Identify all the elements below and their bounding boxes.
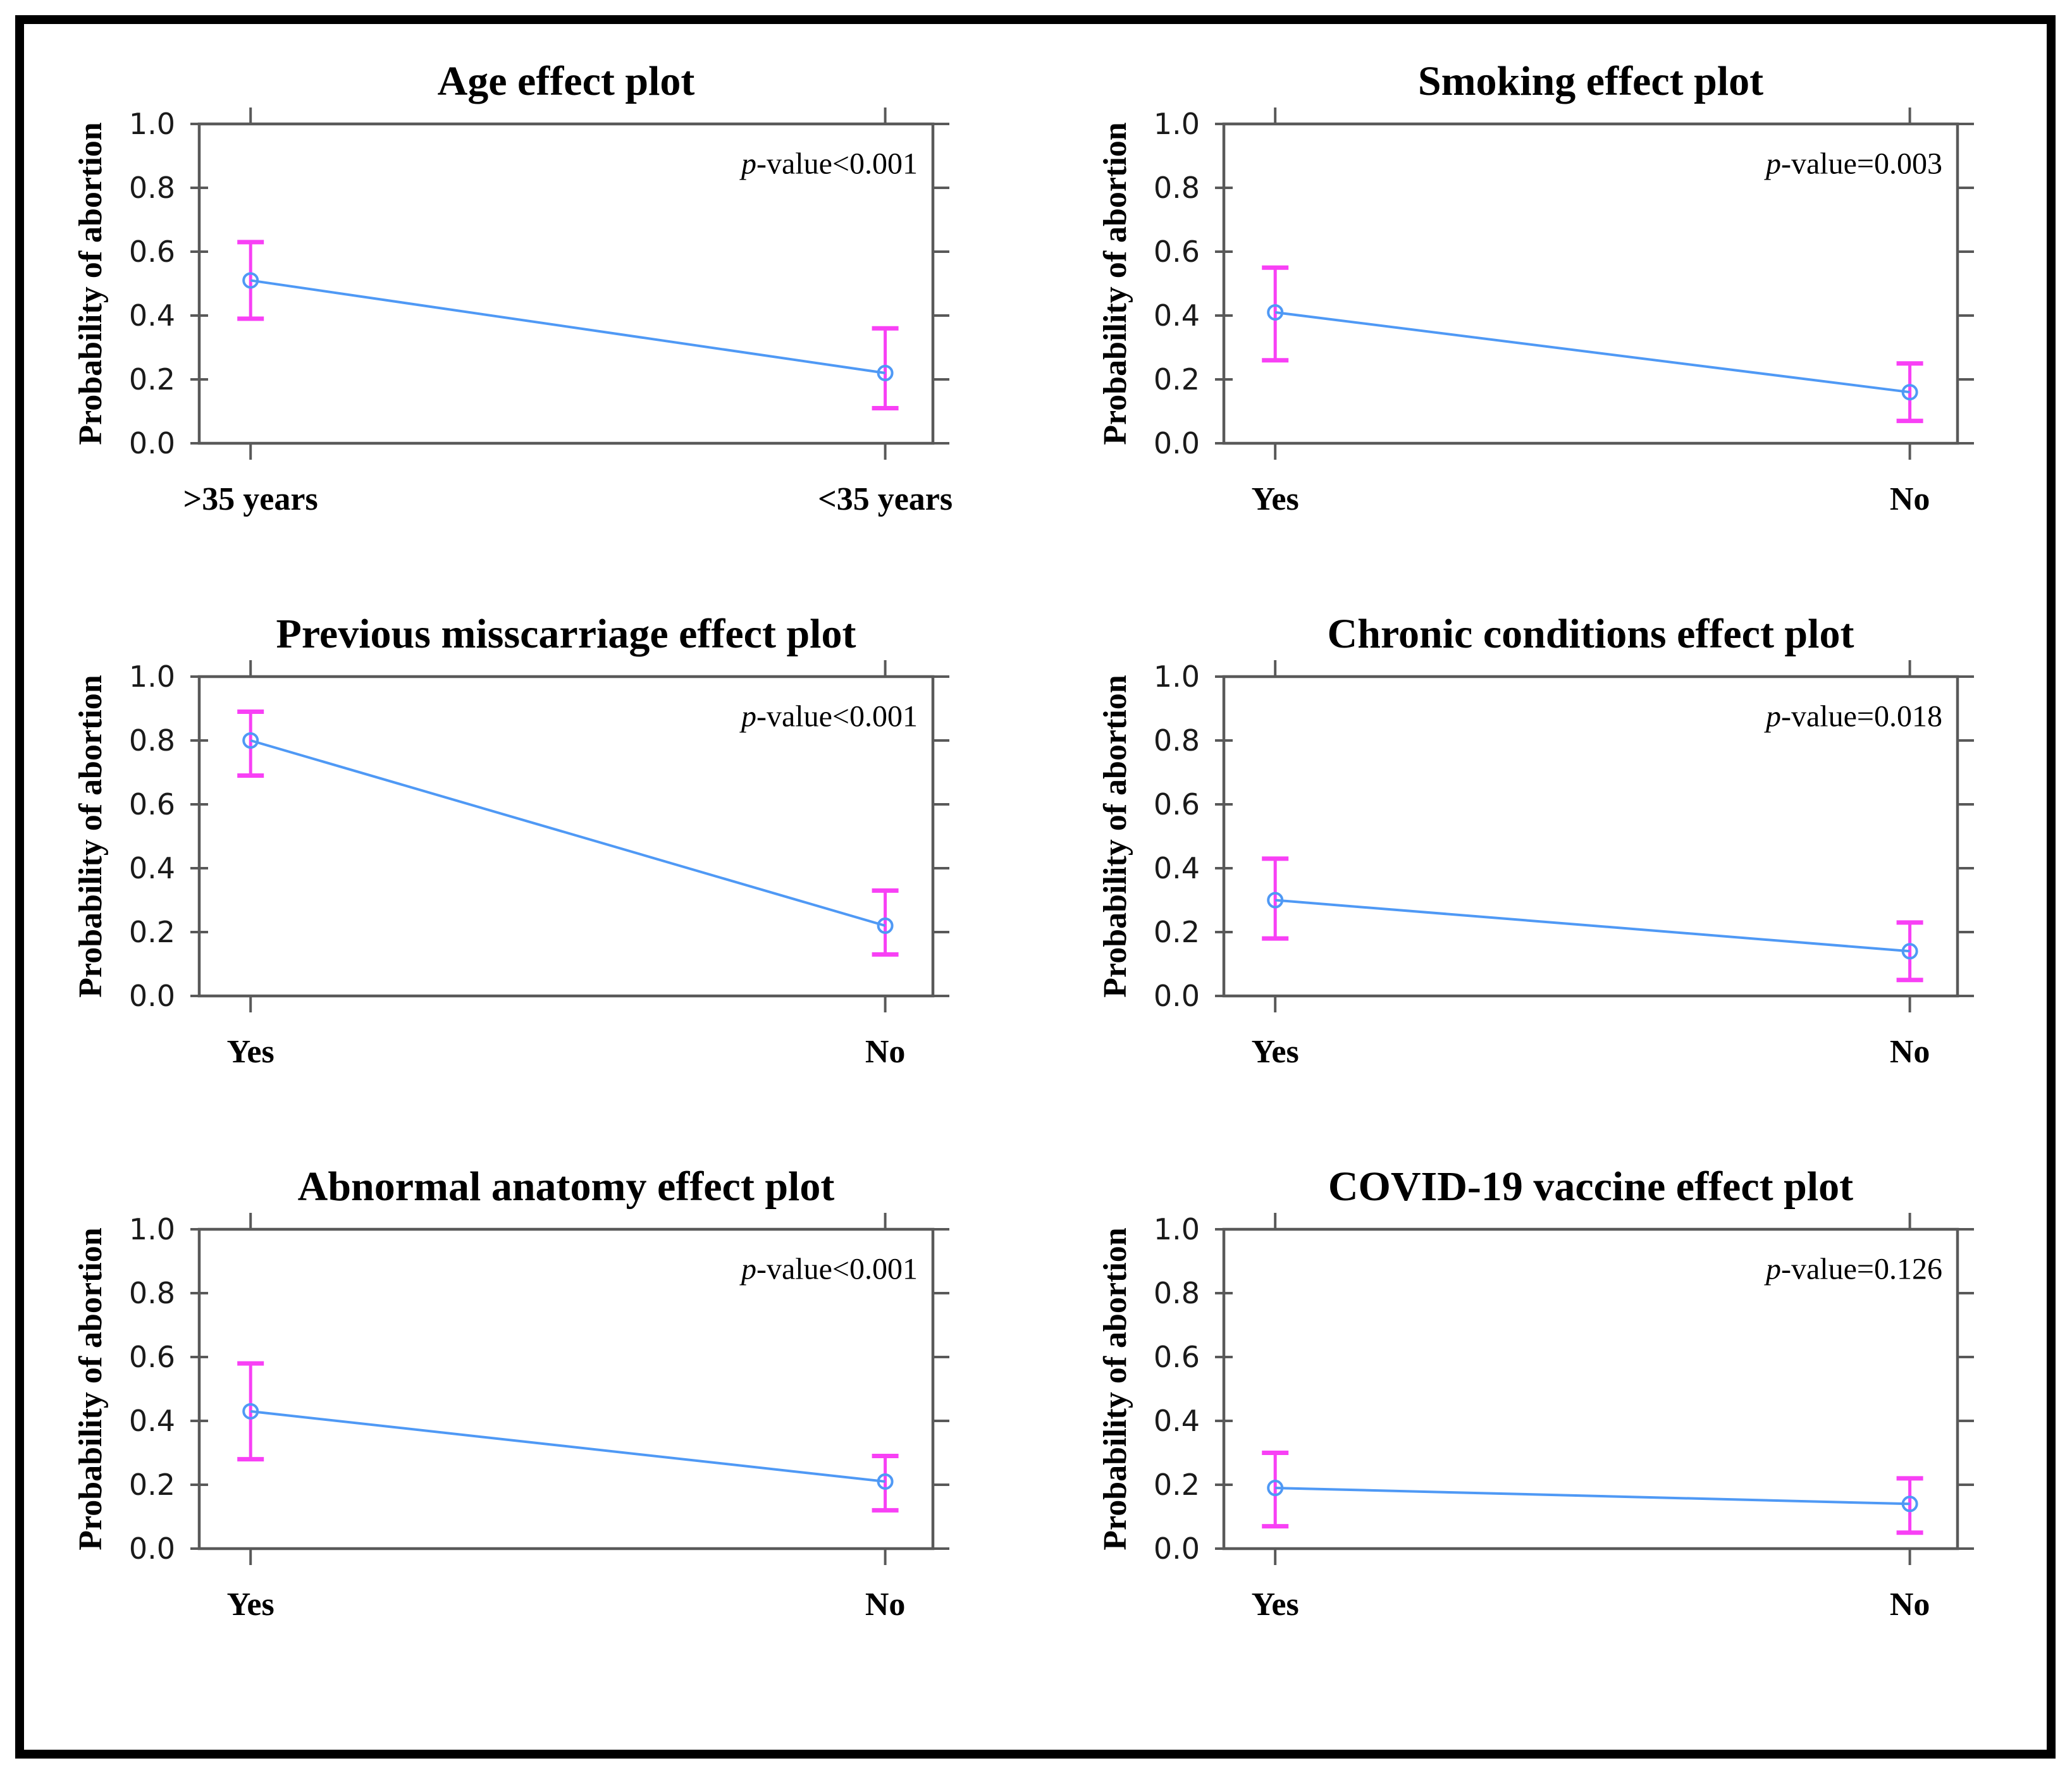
chart-title: Previous misscarriage effect plot [276, 611, 856, 657]
category-label: >35 years [183, 481, 318, 517]
y-tick-label: 0.8 [129, 723, 175, 758]
y-axis-label: Probability of abortion [73, 1227, 109, 1550]
y-tick-label: 0.0 [1154, 426, 1200, 460]
y-tick-label: 1.0 [1154, 1212, 1200, 1246]
y-tick-label: 0.4 [129, 851, 175, 885]
p-value-annotation: p-value=0.126 [1764, 1252, 1942, 1286]
data-point-marker [1901, 943, 1918, 960]
axis-frame [1222, 675, 1959, 998]
y-tick-label: 0.2 [1154, 362, 1200, 396]
y-tick-label: 0.0 [1154, 1532, 1200, 1566]
data-point-marker [1901, 1496, 1918, 1513]
y-tick-label: 0.0 [129, 979, 175, 1013]
data-point-marker [242, 272, 259, 289]
y-tick-label: 0.2 [1154, 1468, 1200, 1502]
y-tick-label: 1.0 [129, 1212, 175, 1246]
y-tick-label: 0.0 [129, 426, 175, 460]
category-label: No [1890, 1587, 1930, 1623]
y-tick-label: 0.2 [129, 362, 175, 396]
data-point-marker [877, 917, 894, 934]
p-value-annotation: p-value<0.001 [739, 1252, 918, 1286]
y-tick-label: 0.0 [1154, 979, 1200, 1013]
y-axis-label: Probability of abortion [1097, 675, 1133, 997]
y-axis-label: Probability of abortion [73, 675, 109, 997]
y-axis-label: Probability of abortion [73, 122, 109, 445]
y-tick-label: 1.0 [1154, 660, 1200, 694]
trend-line [250, 279, 885, 374]
y-tick-label: 0.6 [1154, 787, 1200, 821]
data-point-marker [877, 1473, 894, 1490]
chart-age: 0.0 0.2 0.4 0.6 0.8 1.0 Age effect plot Probabi… [73, 58, 953, 517]
chart-title: Abnormal anatomy effect plot [298, 1164, 835, 1210]
y-tick-label: 0.0 [129, 1532, 175, 1566]
category-label: Yes [227, 1034, 274, 1070]
data-point-marker [877, 364, 894, 381]
chart-title: Smoking effect plot [1418, 58, 1763, 104]
y-tick-label: 0.2 [129, 1468, 175, 1502]
y-tick-label: 1.0 [129, 107, 175, 141]
category-label: No [865, 1034, 906, 1070]
chart-covid-vaccine: 0.0 0.2 0.4 0.6 0.8 1.0 COVID-19 vaccine effec… [1097, 1164, 1974, 1623]
axis-frame [197, 1227, 935, 1551]
y-tick-label: 0.6 [129, 787, 175, 821]
chart-chronic-conditions: 0.0 0.2 0.4 0.6 0.8 1.0 Chronic conditions eff… [1097, 611, 1974, 1070]
data-point-marker [242, 1403, 259, 1420]
category-label: No [1890, 481, 1930, 517]
trend-line [1274, 310, 1910, 394]
y-tick-label: 0.8 [1154, 171, 1200, 205]
y-tick-label: 0.8 [129, 1276, 175, 1310]
y-tick-label: 0.8 [1154, 723, 1200, 758]
y-tick-label: 0.4 [129, 1404, 175, 1438]
data-point-marker [242, 732, 259, 749]
p-value-annotation: p-value=0.018 [1764, 699, 1942, 733]
y-tick-label: 0.6 [129, 1340, 175, 1374]
chart-abnormal-anatomy: 0.0 0.2 0.4 0.6 0.8 1.0 Abnormal anatomy effec… [73, 1164, 949, 1623]
data-point-marker [1267, 892, 1284, 909]
p-value-annotation: p-value<0.001 [739, 699, 918, 733]
y-axis-label: Probability of abortion [1097, 122, 1133, 445]
category-label: Yes [1252, 1034, 1299, 1070]
p-value-annotation: p-value<0.001 [739, 147, 918, 180]
y-tick-label: 0.8 [129, 171, 175, 205]
chart-title: Age effect plot [438, 58, 695, 104]
y-tick-label: 0.4 [1154, 1404, 1200, 1438]
trend-line [1275, 1487, 1910, 1506]
category-label: No [865, 1587, 906, 1623]
y-tick-label: 0.6 [129, 235, 175, 269]
y-tick-label: 0.2 [1154, 915, 1200, 949]
figure-border [15, 15, 2056, 1759]
y-tick-label: 0.4 [1154, 298, 1200, 333]
chart-smoking: 0.0 0.2 0.4 0.6 0.8 1.0 Smoking effect plot Pro… [1097, 58, 1974, 517]
y-axis-label: Probability of abortion [1097, 1227, 1133, 1550]
axis-frame [197, 122, 935, 445]
data-point-marker [1267, 304, 1284, 321]
data-point-marker [1901, 384, 1918, 401]
axis-frame [1222, 122, 1959, 445]
chart-previous-misscarriage: 0.0 0.2 0.4 0.6 0.8 1.0 Previous misscarriage … [73, 611, 949, 1070]
p-value-annotation: p-value=0.003 [1764, 147, 1942, 180]
y-tick-label: 0.6 [1154, 235, 1200, 269]
category-label: Yes [1252, 1587, 1299, 1623]
axis-frame [1222, 1227, 1959, 1551]
category-label: Yes [1252, 481, 1299, 517]
y-tick-label: 1.0 [129, 660, 175, 694]
axis-frame [197, 675, 935, 998]
y-tick-label: 0.4 [1154, 851, 1200, 885]
category-label: <35 years [818, 481, 953, 517]
chart-title: COVID-19 vaccine effect plot [1328, 1164, 1853, 1210]
y-tick-label: 1.0 [1154, 107, 1200, 141]
trend-line [1275, 899, 1910, 953]
trend-line [250, 1410, 885, 1483]
y-tick-label: 0.4 [129, 298, 175, 333]
category-label: No [1890, 1034, 1930, 1070]
charts-grid: 0.0 0.2 0.4 0.6 0.8 1.0 Age effect plot Probabi… [24, 24, 2062, 1687]
y-tick-label: 0.8 [1154, 1276, 1200, 1310]
y-tick-label: 0.2 [129, 915, 175, 949]
trend-line [250, 739, 886, 927]
chart-title: Chronic conditions effect plot [1328, 611, 1854, 657]
data-point-marker [1267, 1480, 1284, 1497]
category-label: Yes [227, 1587, 274, 1623]
y-tick-label: 0.6 [1154, 1340, 1200, 1374]
